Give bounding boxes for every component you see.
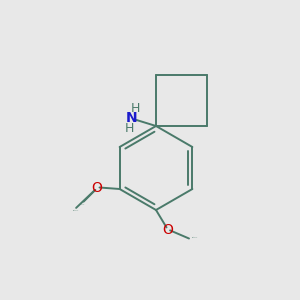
Text: N: N bbox=[126, 112, 138, 125]
Text: methoxy: methoxy bbox=[79, 203, 85, 205]
Text: H: H bbox=[130, 102, 140, 115]
Text: O: O bbox=[92, 181, 103, 194]
Text: methoxy: methoxy bbox=[73, 210, 79, 211]
Text: H: H bbox=[124, 122, 134, 135]
Text: methoxy: methoxy bbox=[192, 237, 198, 238]
Text: O: O bbox=[163, 223, 173, 236]
